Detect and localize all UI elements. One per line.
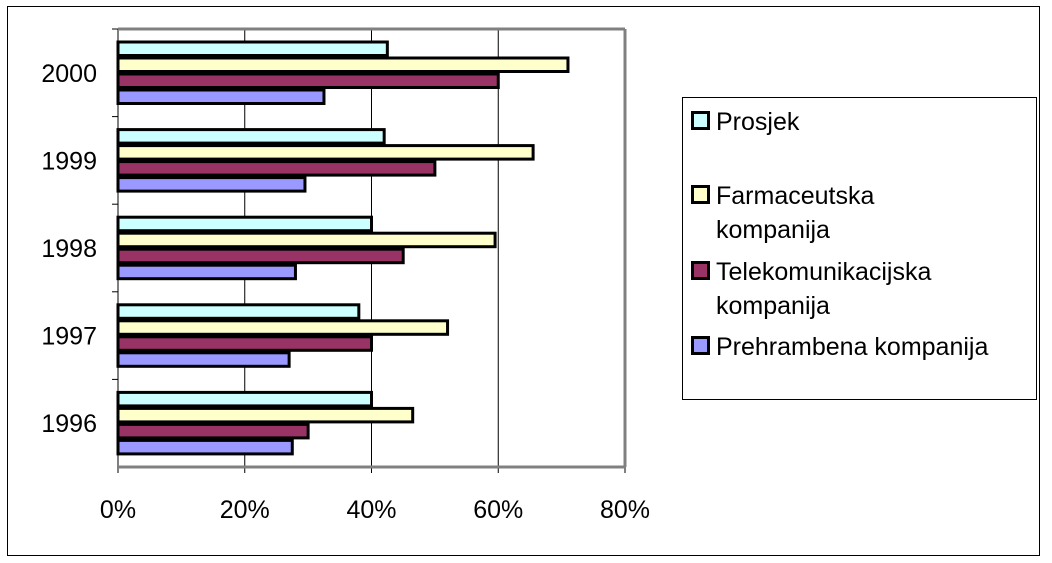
legend-item-telekomunikacijska: Telekomunikacijska kompanija — [691, 255, 931, 323]
legend-item-farmaceutska: Farmaceutska kompanija — [691, 179, 874, 247]
bar — [116, 176, 307, 193]
bar — [116, 422, 310, 440]
x-tick-label: 0% — [100, 496, 136, 524]
y-tick-label: 1998 — [41, 235, 97, 263]
bar — [116, 406, 415, 424]
bar — [116, 263, 297, 281]
legend-swatch-farmaceutska — [691, 185, 710, 204]
y-tick-label: 1999 — [41, 147, 97, 175]
bar — [116, 438, 294, 456]
bar — [116, 303, 361, 320]
bar — [116, 215, 373, 233]
legend-label-telekomunikacijska: Telekomunikacijska kompanija — [716, 258, 932, 320]
bar — [116, 128, 386, 145]
y-tick-label: 1997 — [41, 323, 97, 351]
bar — [116, 72, 500, 89]
bar — [116, 40, 389, 57]
legend-label-farmaceutska: Farmaceutska kompanija — [716, 182, 875, 244]
legend-swatch-prehrambena — [691, 336, 710, 355]
legend-item-prehrambena: Prehrambena kompanija — [691, 330, 988, 364]
y-tick-label: 1996 — [41, 410, 97, 438]
legend: Prosjek Farmaceutska kompanija Telekomun… — [682, 97, 1037, 400]
legend-swatch-prosjek — [691, 111, 710, 130]
x-tick-label: 40% — [346, 496, 396, 524]
legend-swatch-telekomunikacijska — [691, 261, 710, 280]
x-tick-label: 60% — [473, 496, 523, 524]
bar — [116, 319, 450, 336]
bar — [116, 390, 373, 408]
bar — [116, 247, 405, 265]
x-tick-label: 80% — [600, 496, 650, 524]
bar — [116, 351, 291, 368]
bar — [116, 231, 497, 249]
bar — [116, 144, 535, 161]
legend-item-prosjek: Prosjek — [691, 105, 799, 139]
bar — [116, 56, 570, 73]
chart-frame — [7, 6, 1040, 556]
x-tick-label: 20% — [220, 496, 270, 524]
bar — [116, 88, 326, 105]
legend-label-prehrambena: Prehrambena kompanija — [716, 333, 989, 361]
bar — [116, 160, 437, 177]
legend-label-prosjek: Prosjek — [716, 108, 800, 136]
y-tick-label: 2000 — [41, 60, 97, 88]
bar — [116, 335, 373, 352]
